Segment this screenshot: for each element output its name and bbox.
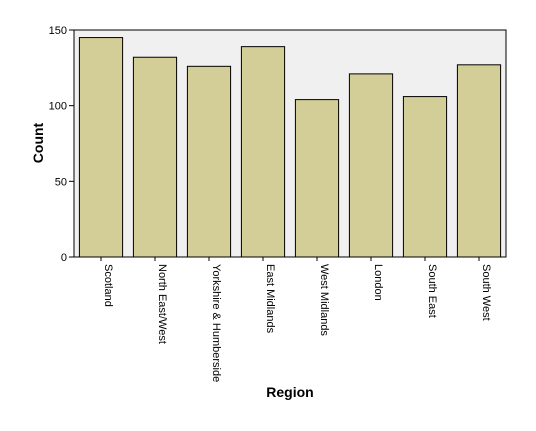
y-axis-title: Count [30, 122, 46, 163]
bar [186, 65, 232, 258]
y-axis: 0 50 100 150 [49, 25, 74, 264]
bar [132, 56, 178, 258]
y-tick-label: 150 [49, 25, 67, 37]
x-axis-title: Region [266, 384, 313, 400]
x-tick-label: South West [480, 264, 492, 321]
x-tick-label: East Midlands [264, 264, 276, 334]
bar [294, 99, 340, 258]
bar [240, 46, 286, 258]
bars-group [78, 37, 502, 258]
x-tick-label: London [372, 264, 384, 301]
x-tick-label: North East/West [156, 264, 168, 344]
bar [348, 73, 394, 258]
y-tick-label: 0 [61, 252, 67, 264]
x-tick-label: Scotland [102, 264, 114, 307]
y-tick-label: 100 [49, 101, 67, 113]
x-tick-label: South East [426, 264, 438, 318]
x-tick-label: West Midlands [318, 264, 330, 336]
x-tick-label: Yorkshire & Humberside [210, 264, 222, 382]
bar [456, 64, 502, 258]
bar [78, 37, 124, 258]
y-tick-label: 50 [55, 176, 67, 188]
x-axis: Scotland North East/West Yorkshire & Humbe… [100, 257, 492, 382]
bar [402, 96, 448, 258]
